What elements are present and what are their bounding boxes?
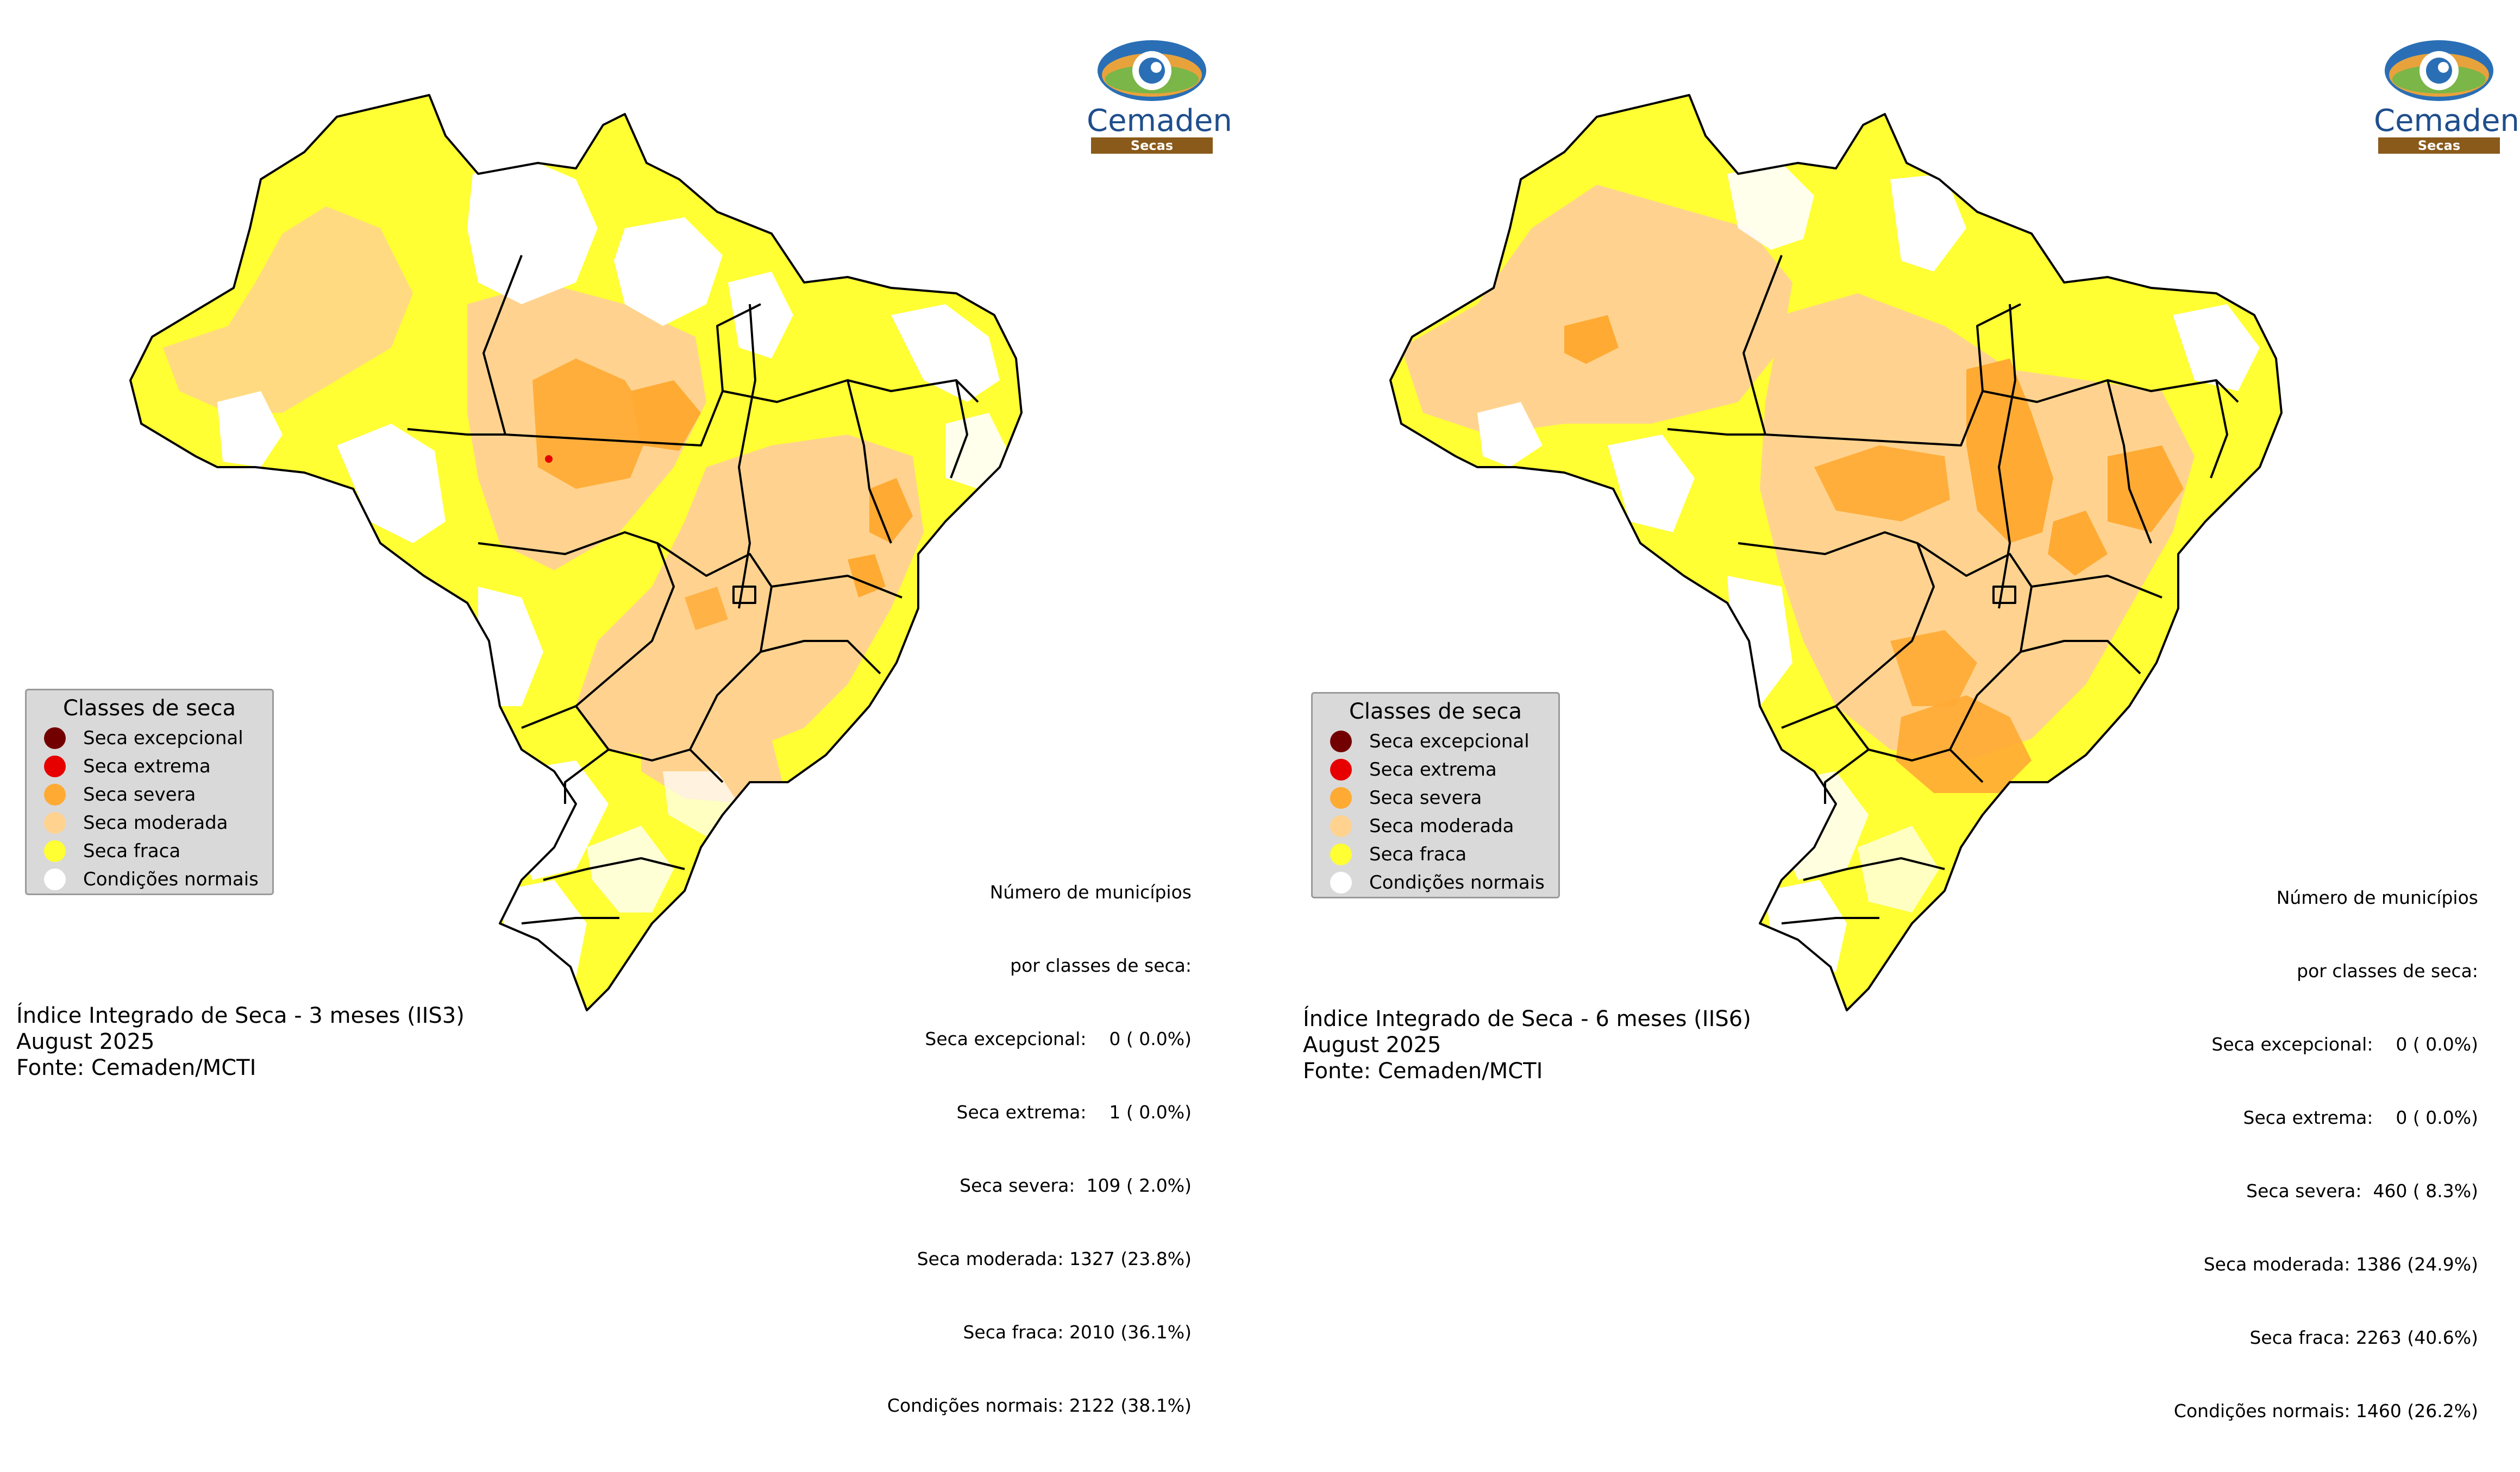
legend-swatch — [1330, 787, 1352, 809]
stats-row: Seca severa: 109 ( 2.0%) — [960, 1175, 1192, 1196]
stats-heading: por classes de seca: — [2297, 960, 2478, 982]
legend-title: Classes de seca — [62, 696, 236, 721]
legend-swatch — [44, 812, 66, 834]
stats-heading: Número de municípios — [989, 882, 1192, 903]
map-panel-iis3: Cemaden Secas Classes de seca Seca excep… — [0, 0, 1260, 1416]
stats-row: Seca excepcional: 0 ( 0.0%) — [2211, 1034, 2478, 1055]
legend-label: Seca fraca — [1369, 844, 1467, 865]
map-panel-iis6: Cemaden Secas Classes de seca Seca excep… — [1260, 0, 2520, 1421]
legend-label: Seca excepcional — [1369, 731, 1529, 752]
legend-item: Seca severa — [44, 781, 272, 809]
legend-item: Seca extrema — [44, 752, 272, 781]
legend-label: Seca fraca — [83, 840, 181, 862]
legend-item: Seca moderada — [44, 809, 272, 837]
legend-label: Seca extrema — [83, 756, 211, 777]
legend-item: Seca fraca — [44, 837, 272, 865]
legend: Classes de seca Seca excepcional Seca ex… — [1311, 692, 1560, 898]
legend-label: Condições normais — [1369, 872, 1545, 894]
legend-swatch — [44, 727, 66, 749]
stats-row: Seca fraca: 2010 (36.1%) — [963, 1322, 1192, 1343]
logo-subtitle: Secas — [1091, 137, 1213, 154]
stats-row: Condições normais: 1460 (26.2%) — [2173, 1400, 2478, 1421]
stats-row: Seca fraca: 2263 (40.6%) — [2249, 1327, 2478, 1348]
legend-swatch — [1330, 844, 1352, 865]
stats-row: Seca extrema: 0 ( 0.0%) — [2243, 1107, 2478, 1128]
logo-wordmark: Cemaden — [2374, 103, 2519, 139]
legend-label: Seca extrema — [1369, 759, 1497, 781]
stats-row: Seca severa: 460 ( 8.3%) — [2246, 1180, 2478, 1201]
stats-row: Seca moderada: 1386 (24.9%) — [2203, 1254, 2478, 1275]
logo-wordmark: Cemaden — [1087, 103, 1232, 139]
stats-heading: por classes de seca: — [1010, 955, 1192, 976]
cemaden-logo: Cemaden Secas — [1087, 33, 1232, 158]
index-title: Índice Integrado de Seca - 3 meses (IIS3… — [16, 1003, 465, 1028]
logo-subtitle: Secas — [2378, 137, 2500, 154]
legend-title: Classes de seca — [1349, 699, 1522, 724]
legend-item: Seca severa — [1330, 784, 1558, 812]
legend-swatch — [1330, 872, 1352, 894]
legend-label: Seca moderada — [83, 812, 228, 834]
stats-row: Seca excepcional: 0 ( 0.0%) — [925, 1028, 1192, 1049]
eye-icon — [1098, 40, 1206, 101]
legend-swatch — [44, 756, 66, 777]
legend-label: Seca severa — [83, 784, 196, 806]
stats-row: Condições normais: 2122 (38.1%) — [887, 1395, 1192, 1416]
map-source: Fonte: Cemaden/MCTI — [1303, 1059, 1543, 1084]
legend-swatch — [1330, 759, 1352, 781]
stats-row: Seca extrema: 1 ( 0.0%) — [956, 1102, 1192, 1123]
legend-swatch — [1330, 815, 1352, 837]
legend-swatch — [44, 784, 66, 806]
legend-label: Condições normais — [83, 869, 259, 890]
legend-item: Seca fraca — [1330, 840, 1558, 869]
legend-label: Seca excepcional — [83, 727, 243, 749]
map-source: Fonte: Cemaden/MCTI — [16, 1055, 256, 1080]
legend-item: Seca extrema — [1330, 756, 1558, 784]
map-date: August 2025 — [16, 1029, 155, 1054]
legend-item: Seca moderada — [1330, 812, 1558, 840]
municipality-stats: Número de municípios por classes de seca… — [887, 831, 1192, 1467]
legend-swatch — [1330, 731, 1352, 752]
stats-heading: Número de municípios — [2276, 887, 2478, 908]
cemaden-logo: Cemaden Secas — [2374, 33, 2519, 158]
map-date: August 2025 — [1303, 1033, 1441, 1058]
index-title: Índice Integrado de Seca - 6 meses (IIS6… — [1303, 1007, 1751, 1031]
stats-row: Seca moderada: 1327 (23.8%) — [917, 1248, 1192, 1269]
brazil-drought-map-iis6 — [1389, 94, 2283, 1011]
legend-swatch — [44, 840, 66, 862]
legend-label: Seca severa — [1369, 787, 1482, 809]
map-caption: Índice Integrado de Seca - 3 meses (IIS3… — [16, 1003, 465, 1081]
legend-label: Seca moderada — [1369, 815, 1514, 837]
legend-item: Condições normais — [44, 865, 272, 894]
legend: Classes de seca Seca excepcional Seca ex… — [25, 689, 274, 895]
legend-item: Condições normais — [1330, 869, 1558, 897]
map-caption: Índice Integrado de Seca - 6 meses (IIS6… — [1303, 1006, 1751, 1084]
legend-item: Seca excepcional — [1330, 727, 1558, 756]
brazil-drought-map-iis3 — [129, 94, 1023, 1011]
eye-icon — [2385, 40, 2493, 101]
legend-item: Seca excepcional — [44, 724, 272, 752]
legend-swatch — [44, 869, 66, 890]
municipality-stats: Número de municípios por classes de seca… — [2174, 836, 2478, 1472]
